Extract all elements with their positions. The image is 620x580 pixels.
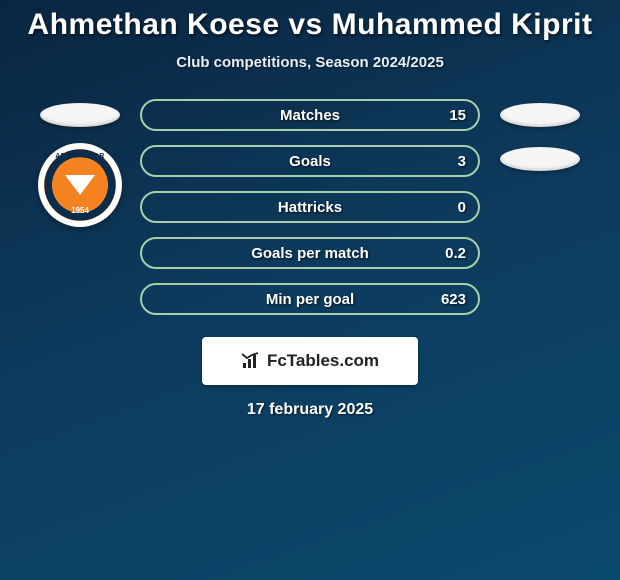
- stats-column: Matches 15 Goals 3 Hattricks 0 Goals per…: [140, 99, 480, 315]
- stat-value-right: 0: [458, 199, 466, 216]
- stat-label: Min per goal: [266, 291, 354, 308]
- stat-value-right: 15: [449, 107, 466, 124]
- stat-row-min-per-goal: Min per goal 623: [140, 283, 480, 315]
- stat-label: Goals per match: [251, 245, 369, 262]
- left-club-badge: ADANASPOR 1954: [38, 143, 122, 227]
- infographic-container: Ahmethan Koese vs Muhammed Kiprit Club c…: [0, 0, 620, 419]
- right-flag-icon: [500, 103, 580, 127]
- stat-label: Matches: [280, 107, 340, 124]
- right-column: [480, 99, 600, 171]
- stat-value-right: 0.2: [445, 245, 466, 262]
- main-row: ADANASPOR 1954 Matches 15 Goals 3 Hattri…: [0, 99, 620, 315]
- left-flag-icon: [40, 103, 120, 127]
- stat-label: Hattricks: [278, 199, 342, 216]
- club-badge-inner: ADANASPOR 1954: [44, 149, 116, 221]
- brand-label: FcTables.com: [267, 351, 379, 371]
- date-text: 17 february 2025: [247, 401, 373, 419]
- stat-label: Goals: [289, 153, 331, 170]
- stat-row-goals: Goals 3: [140, 145, 480, 177]
- stat-row-goals-per-match: Goals per match 0.2: [140, 237, 480, 269]
- club-badge-year: 1954: [71, 206, 89, 215]
- eagle-icon: [65, 175, 95, 195]
- stat-row-matches: Matches 15: [140, 99, 480, 131]
- stat-value-right: 623: [441, 291, 466, 308]
- stat-value-right: 3: [458, 153, 466, 170]
- left-column: ADANASPOR 1954: [20, 99, 140, 227]
- bar-chart-icon: [241, 352, 261, 370]
- brand-text: FcTables.com: [241, 351, 379, 371]
- club-badge-name: ADANASPOR: [55, 153, 105, 160]
- brand-box: FcTables.com: [202, 337, 418, 385]
- right-flag2-icon: [500, 147, 580, 171]
- page-subtitle: Club competitions, Season 2024/2025: [176, 54, 444, 71]
- stat-row-hattricks: Hattricks 0: [140, 191, 480, 223]
- page-title: Ahmethan Koese vs Muhammed Kiprit: [28, 8, 593, 42]
